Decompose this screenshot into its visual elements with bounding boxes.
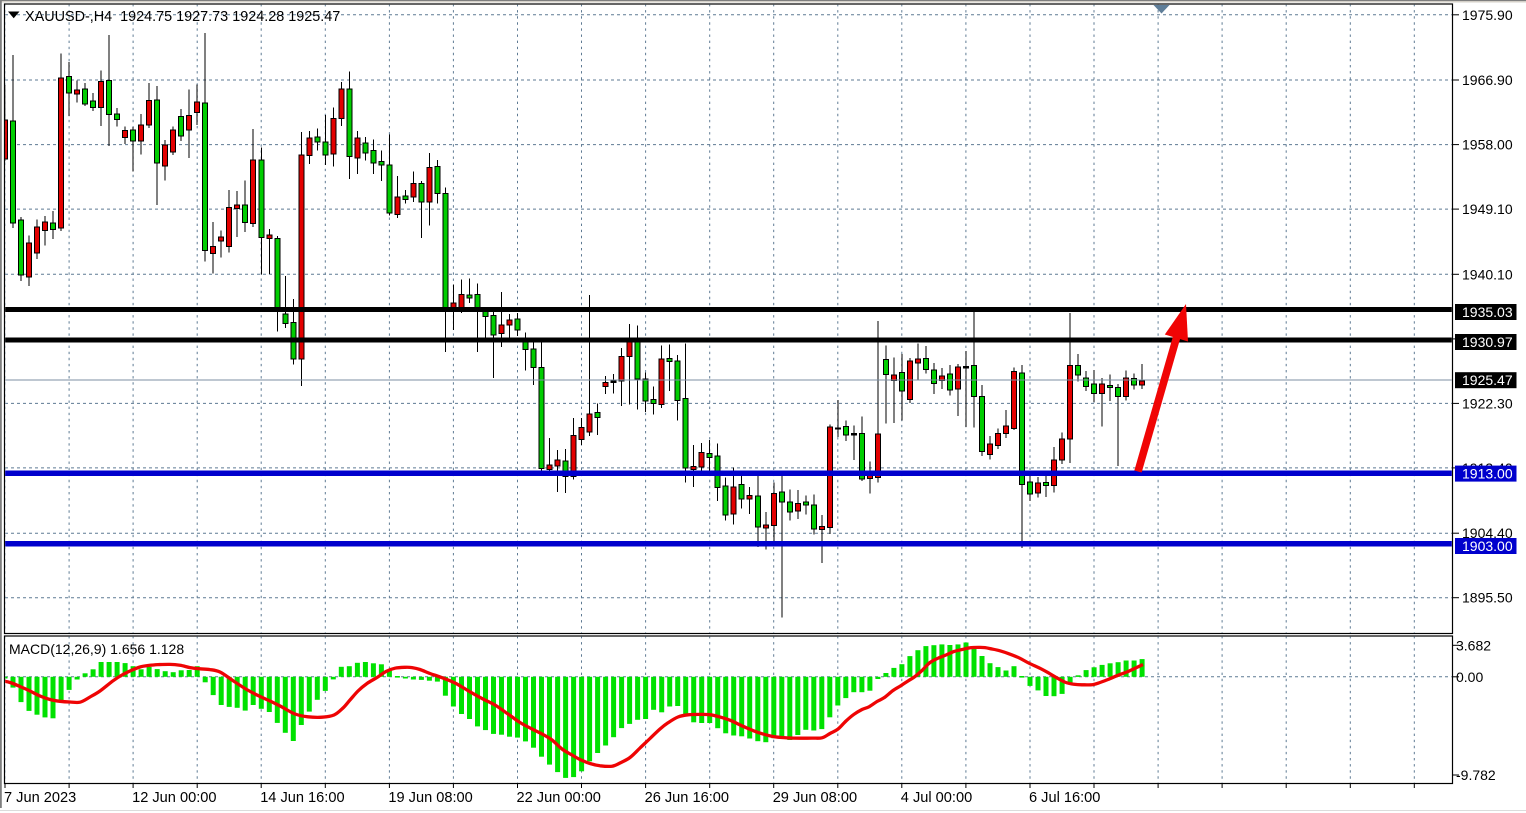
svg-text:22 Jun 00:00: 22 Jun 00:00 bbox=[517, 790, 601, 806]
svg-text:26 Jun 16:00: 26 Jun 16:00 bbox=[645, 790, 729, 806]
svg-text:1913.00: 1913.00 bbox=[1462, 466, 1513, 482]
svg-text:MACD(12,26,9) 1.656 1.128: MACD(12,26,9) 1.656 1.128 bbox=[9, 641, 184, 657]
svg-text:1975.90: 1975.90 bbox=[1462, 7, 1513, 23]
svg-text:-9.782: -9.782 bbox=[1456, 767, 1496, 783]
svg-text:XAUUSD-,H4 1924.75 1927.73 19: XAUUSD-,H4 1924.75 1927.73 1924.28 1925.… bbox=[25, 9, 340, 25]
svg-text:7 Jun 2023: 7 Jun 2023 bbox=[4, 790, 76, 806]
svg-text:1966.90: 1966.90 bbox=[1462, 72, 1513, 88]
svg-text:3.682: 3.682 bbox=[1456, 637, 1491, 653]
svg-text:14 Jun 16:00: 14 Jun 16:00 bbox=[260, 790, 344, 806]
svg-text:1949.10: 1949.10 bbox=[1462, 201, 1513, 217]
svg-text:1903.00: 1903.00 bbox=[1462, 538, 1513, 554]
svg-text:29 Jun 08:00: 29 Jun 08:00 bbox=[773, 790, 857, 806]
svg-text:0.00: 0.00 bbox=[1456, 669, 1483, 685]
svg-text:4 Jul 00:00: 4 Jul 00:00 bbox=[901, 790, 972, 806]
svg-text:19 Jun 08:00: 19 Jun 08:00 bbox=[388, 790, 472, 806]
svg-text:1935.03: 1935.03 bbox=[1462, 304, 1513, 320]
svg-text:12 Jun 00:00: 12 Jun 00:00 bbox=[132, 790, 216, 806]
svg-text:6 Jul 16:00: 6 Jul 16:00 bbox=[1029, 790, 1100, 806]
svg-text:1922.30: 1922.30 bbox=[1462, 395, 1513, 411]
svg-text:1904.40: 1904.40 bbox=[1462, 525, 1513, 541]
svg-text:1940.10: 1940.10 bbox=[1462, 266, 1513, 282]
svg-text:1958.00: 1958.00 bbox=[1462, 137, 1513, 153]
svg-text:1895.50: 1895.50 bbox=[1462, 590, 1513, 606]
svg-text:1930.97: 1930.97 bbox=[1462, 334, 1513, 350]
svg-text:1925.47: 1925.47 bbox=[1462, 372, 1513, 388]
